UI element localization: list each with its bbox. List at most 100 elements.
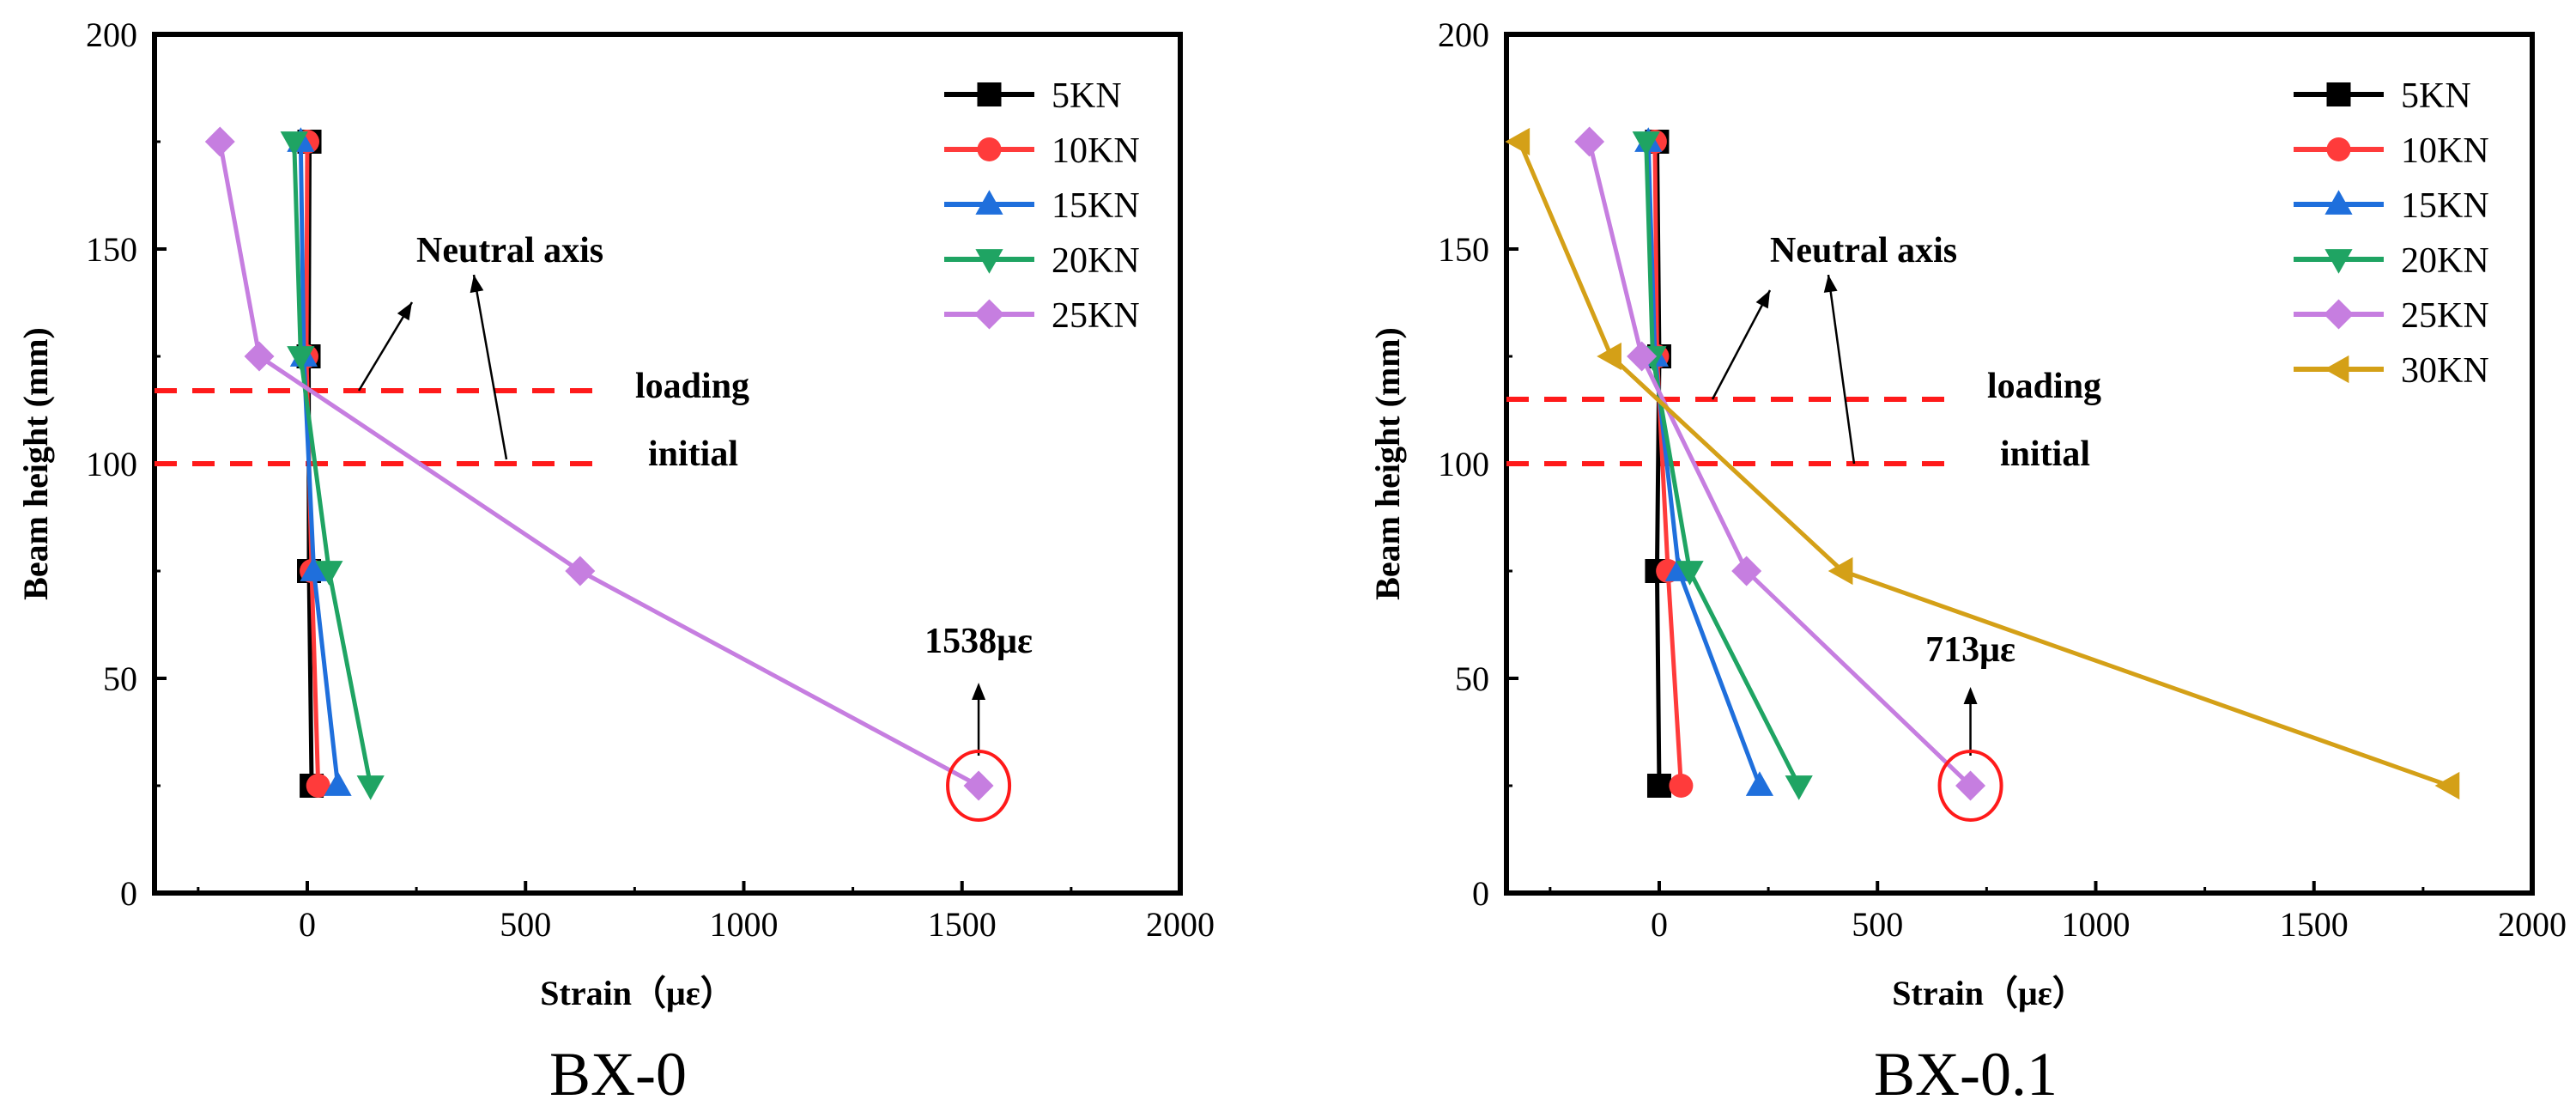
series-line <box>1652 141 1683 787</box>
x-tick-label: 0 <box>299 905 316 944</box>
series-line <box>292 141 373 787</box>
x-tick-label: 500 <box>1852 905 1903 944</box>
legend-label: 15KN <box>2401 186 2489 226</box>
annotation-arrowhead <box>1823 275 1838 293</box>
x-tick-label: 1000 <box>709 905 778 944</box>
y-tick-label: 0 <box>120 874 137 913</box>
series-line <box>217 141 980 788</box>
legend-item: 5KN <box>944 76 1122 116</box>
y-tick-label: 50 <box>103 659 137 698</box>
peak-highlight-circle <box>946 750 1012 822</box>
series-line <box>1646 141 1762 787</box>
legend-label: 10KN <box>1052 131 1140 171</box>
peak-highlight-circle <box>1937 750 2003 822</box>
data-point <box>2434 771 2460 800</box>
y-tick-label: 100 <box>1438 445 1489 483</box>
x-tick-label: 0 <box>1651 905 1668 944</box>
data-point <box>300 556 328 581</box>
loading-label: loading <box>635 367 749 406</box>
annotation-arrowhead <box>470 275 484 294</box>
series-line <box>1644 141 1801 787</box>
x-axis-title: Strain（με） <box>1892 974 2086 1012</box>
data-point <box>204 126 235 157</box>
legend: 5KN 10KN 15KN 20KN 25KN 30KN <box>2294 76 2489 391</box>
data-point <box>1827 556 1853 586</box>
series-line <box>298 141 341 787</box>
legend-swatch-marker <box>2324 249 2353 274</box>
legend-item: 10KN <box>2294 131 2489 171</box>
legend-item: 20KN <box>2294 241 2489 281</box>
chart-panel-2: 0 500 1000 1500 2000 0 50 100 150 200 Strain（με） Be… <box>1368 15 2567 1109</box>
legend-label: 20KN <box>1052 241 1140 281</box>
series-line <box>1654 141 1662 787</box>
neutral-axis-label: Neutral axis <box>416 231 603 270</box>
data-point <box>287 346 315 371</box>
data-point <box>1669 774 1694 798</box>
legend-label: 30KN <box>2401 351 2489 391</box>
legend-item: 5KN <box>2294 76 2471 116</box>
annotation-arrow <box>1711 289 1772 400</box>
data-point <box>1627 341 1658 372</box>
loading-label: loading <box>1987 367 2101 406</box>
peak-strain-label: 713με <box>1925 630 2015 670</box>
series-line <box>1517 141 2451 788</box>
peak-arrowhead <box>972 683 986 700</box>
x-tick-label: 1500 <box>2280 905 2349 944</box>
annotation-arrowhead <box>397 302 412 321</box>
data-point <box>1632 131 1660 156</box>
legend-label: 10KN <box>2401 131 2489 171</box>
data-point <box>306 774 330 798</box>
x-tick-label: 2000 <box>2498 905 2567 944</box>
legend-label: 5KN <box>2401 76 2471 116</box>
x-tick-label: 2000 <box>1146 905 1215 944</box>
x-tick-label: 1500 <box>928 905 997 944</box>
y-axis-title: Beam height (mm) <box>16 327 55 600</box>
series-30KN <box>1505 127 2460 800</box>
data-point <box>315 561 343 586</box>
data-point <box>1505 127 1530 156</box>
legend-swatch-marker <box>975 249 1003 274</box>
legend-swatch-marker <box>2324 355 2349 384</box>
data-point <box>1731 556 1762 586</box>
chart-panel-1: 0 500 1000 1500 2000 0 50 100 150 200 Strain（με） Be… <box>16 15 1215 1109</box>
data-point <box>1574 126 1605 157</box>
x-axis-title: Strain（με） <box>540 974 734 1012</box>
legend-item: 25KN <box>944 296 1140 336</box>
y-axis-title: Beam height (mm) <box>1368 327 1407 600</box>
legend-swatch-marker <box>977 82 1002 106</box>
x-tick-label: 1000 <box>2061 905 2130 944</box>
data-point <box>280 131 308 156</box>
legend-swatch-marker <box>2324 299 2354 330</box>
legend-swatch-marker <box>975 190 1003 215</box>
legend-label: 5KN <box>1052 76 1122 116</box>
data-point <box>1955 770 1986 801</box>
legend-label: 25KN <box>1052 296 1140 336</box>
legend-swatch-marker <box>2326 82 2351 106</box>
data-point <box>565 556 596 586</box>
y-tick-label: 0 <box>1472 874 1489 913</box>
y-tick-label: 200 <box>86 15 137 54</box>
legend-swatch-marker <box>2324 190 2353 215</box>
series-25KN <box>1574 126 1986 801</box>
legend-label: 25KN <box>2401 296 2489 336</box>
data-point <box>1646 774 1671 798</box>
y-tick-label: 150 <box>86 230 137 269</box>
legend-swatch-marker <box>974 299 1004 330</box>
legend-item: 20KN <box>944 241 1140 281</box>
annotation-arrow <box>472 274 508 460</box>
y-tick-label: 200 <box>1438 15 1489 54</box>
y-tick-label: 150 <box>1438 230 1489 269</box>
annotation-arrowhead <box>1755 290 1770 309</box>
legend-item: 10KN <box>944 131 1140 171</box>
legend-item: 15KN <box>2294 186 2489 226</box>
series-25KN <box>204 126 994 801</box>
peak-strain-label: 1538με <box>924 622 1033 661</box>
data-point <box>1745 771 1774 796</box>
data-point <box>1597 342 1621 371</box>
legend-item: 15KN <box>944 186 1140 226</box>
data-point <box>324 771 352 796</box>
panel-title: BX-0 <box>549 1040 687 1109</box>
legend-item: 25KN <box>2294 296 2489 336</box>
annotation-arrow <box>1827 274 1856 465</box>
